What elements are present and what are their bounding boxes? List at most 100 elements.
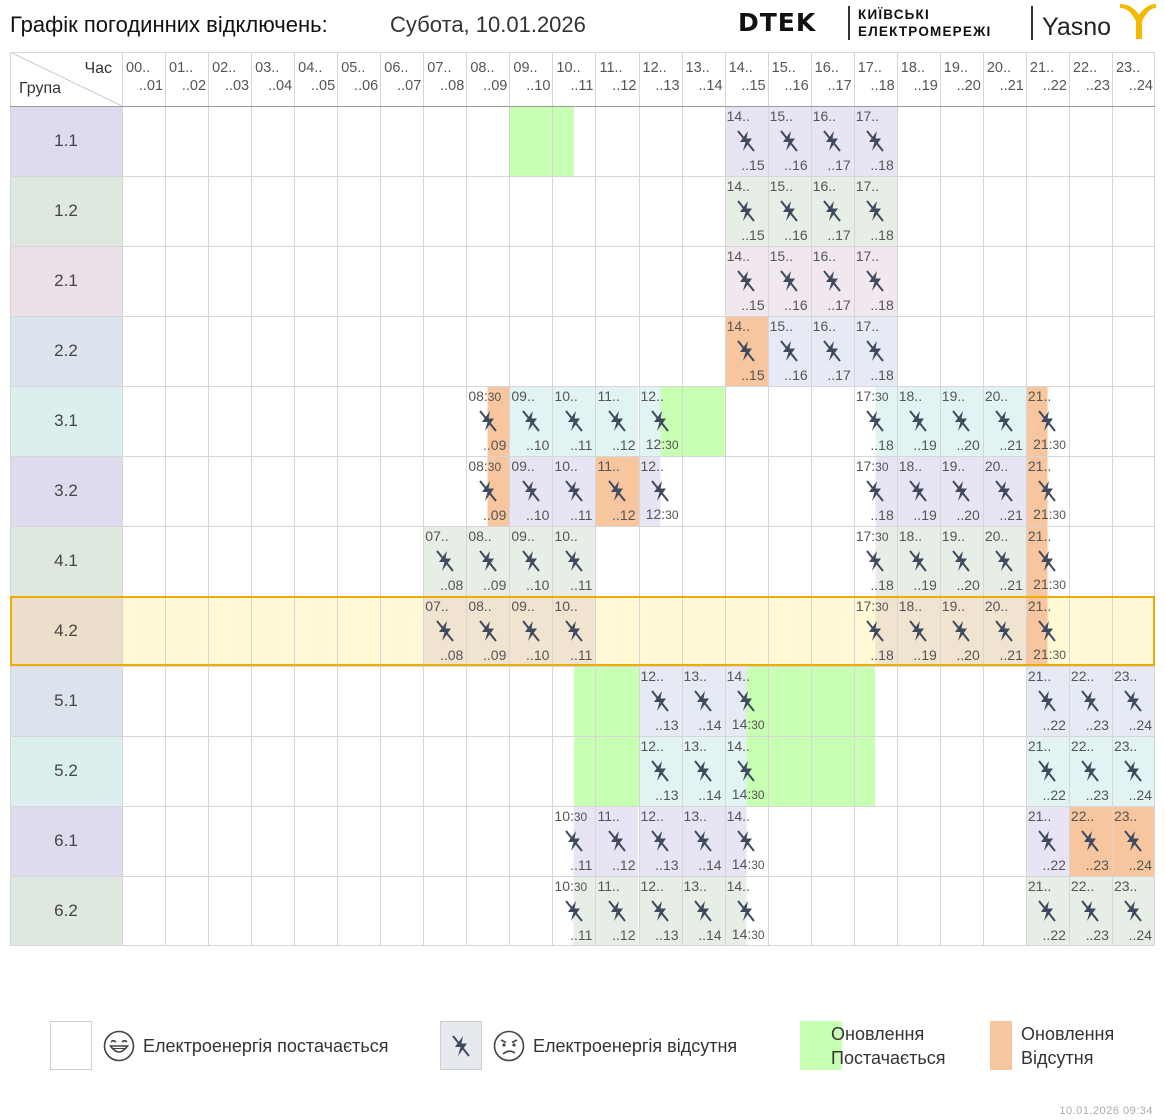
outage-cell[interactable]: 15.. ..16 [767,246,811,316]
outage-cell[interactable]: 10:30 ..11 [552,876,596,946]
outage-cell[interactable]: 10.. ..11 [552,526,596,596]
group-label[interactable]: 2.2 [10,316,122,386]
outage-cell[interactable]: 14.. ..15 [724,106,768,176]
outage-cell[interactable]: 11.. ..12 [595,806,639,876]
outage-end-time: ..11 [570,857,593,873]
outage-cell[interactable]: 17.. ..18 [853,106,897,176]
outage-cell[interactable]: 17:30 ..18 [853,596,897,666]
outage-cell[interactable]: 07.. ..08 [423,596,467,666]
outage-cell[interactable]: 17.. ..18 [853,246,897,316]
group-label[interactable]: 3.1 [10,386,122,456]
outage-cell[interactable]: 18.. ..19 [896,386,940,456]
group-label[interactable]: 5.2 [10,736,122,806]
outage-cell[interactable]: 21.. 21:30 [1025,526,1069,596]
outage-cell[interactable]: 21.. ..22 [1025,666,1069,736]
outage-cell[interactable]: 16.. ..17 [810,246,854,316]
outage-cell[interactable]: 10.. ..11 [552,596,596,666]
outage-cell[interactable]: 21.. ..22 [1025,806,1069,876]
outage-cell[interactable]: 18.. ..19 [896,456,940,526]
outage-cell[interactable]: 17:30 ..18 [853,386,897,456]
group-label[interactable]: 6.1 [10,806,122,876]
group-label[interactable]: 6.2 [10,876,122,946]
outage-cell[interactable]: 19.. ..20 [939,386,983,456]
outage-cell[interactable]: 08:30 ..09 [466,456,510,526]
outage-cell[interactable]: 07.. ..08 [423,526,467,596]
outage-cell[interactable]: 22.. ..23 [1068,876,1112,946]
outage-cell[interactable]: 23.. ..24 [1111,806,1155,876]
group-label[interactable]: 2.1 [10,246,122,316]
outage-cell[interactable]: 09.. ..10 [509,456,553,526]
outage-cell[interactable]: 10.. ..11 [552,456,596,526]
outage-cell[interactable]: 11.. ..12 [595,876,639,946]
outage-cell[interactable]: 08.. ..09 [466,596,510,666]
outage-cell[interactable]: 14.. ..15 [724,246,768,316]
outage-cell[interactable]: 18.. ..19 [896,596,940,666]
outage-cell[interactable]: 16.. ..17 [810,176,854,246]
outage-cell[interactable]: 16.. ..17 [810,316,854,386]
outage-cell[interactable]: 10.. ..11 [552,386,596,456]
outage-cell[interactable]: 13.. ..14 [681,876,725,946]
outage-cell[interactable]: 19.. ..20 [939,526,983,596]
outage-cell[interactable]: 17:30 ..18 [853,456,897,526]
outage-cell[interactable]: 09.. ..10 [509,526,553,596]
outage-cell[interactable]: 12.. ..13 [638,736,682,806]
outage-cell[interactable]: 17:30 ..18 [853,526,897,596]
group-label[interactable]: 3.2 [10,456,122,526]
outage-cell[interactable]: 10:30 ..11 [552,806,596,876]
outage-cell[interactable]: 21.. 21:30 [1025,386,1069,456]
outage-cell[interactable]: 13.. ..14 [681,806,725,876]
outage-cell[interactable]: 14.. 14:30 [724,876,768,946]
outage-cell[interactable]: 13.. ..14 [681,736,725,806]
outage-cell[interactable]: 15.. ..16 [767,106,811,176]
outage-cell[interactable]: 14.. 14:30 [724,736,768,806]
group-label[interactable]: 5.1 [10,666,122,736]
outage-cell[interactable]: 08.. ..09 [466,526,510,596]
outage-cell[interactable]: 12.. 12:30 [638,386,682,456]
outage-cell[interactable]: 08:30 ..09 [466,386,510,456]
outage-cell[interactable]: 14.. ..15 [724,316,768,386]
outage-start-time: 20.. [984,528,1009,544]
outage-cell[interactable]: 14.. 14:30 [724,666,768,736]
outage-cell[interactable]: 19.. ..20 [939,456,983,526]
outage-end-time: ..19 [913,647,937,663]
outage-cell[interactable]: 23.. ..24 [1111,736,1155,806]
outage-cell[interactable]: 12.. ..13 [638,666,682,736]
outage-cell[interactable]: 12.. ..13 [638,806,682,876]
outage-cell[interactable]: 23.. ..24 [1111,876,1155,946]
outage-cell[interactable]: 22.. ..23 [1068,806,1112,876]
outage-cell[interactable]: 19.. ..20 [939,596,983,666]
outage-cell[interactable]: 23.. ..24 [1111,666,1155,736]
group-label[interactable]: 4.2 [10,596,122,666]
outage-cell[interactable]: 09.. ..10 [509,386,553,456]
hour-header-start: 20.. [986,60,1012,76]
outage-cell[interactable]: 15.. ..16 [767,316,811,386]
outage-cell[interactable]: 22.. ..23 [1068,736,1112,806]
outage-cell[interactable]: 20.. ..21 [982,526,1026,596]
outage-cell[interactable]: 18.. ..19 [896,526,940,596]
group-label[interactable]: 1.1 [10,106,122,176]
outage-cell[interactable]: 22.. ..23 [1068,666,1112,736]
outage-cell[interactable]: 14.. 14:30 [724,806,768,876]
outage-cell[interactable]: 21.. 21:30 [1025,456,1069,526]
outage-cell[interactable]: 20.. ..21 [982,596,1026,666]
crossed-lightning-icon [1081,830,1100,852]
outage-cell[interactable]: 17.. ..18 [853,316,897,386]
outage-end-time: ..22 [1042,857,1066,873]
outage-cell[interactable]: 20.. ..21 [982,456,1026,526]
outage-cell[interactable]: 15.. ..16 [767,176,811,246]
outage-cell[interactable]: 21.. 21:30 [1025,596,1069,666]
outage-cell[interactable]: 21.. ..22 [1025,736,1069,806]
outage-cell[interactable]: 16.. ..17 [810,106,854,176]
outage-cell[interactable]: 14.. ..15 [724,176,768,246]
outage-cell[interactable]: 09.. ..10 [509,596,553,666]
outage-cell[interactable]: 21.. ..22 [1025,876,1069,946]
outage-cell[interactable]: 11.. ..12 [595,456,639,526]
outage-cell[interactable]: 13.. ..14 [681,666,725,736]
outage-cell[interactable]: 11.. ..12 [595,386,639,456]
outage-cell[interactable]: 12.. 12:30 [638,456,682,526]
outage-cell[interactable]: 20.. ..21 [982,386,1026,456]
outage-cell[interactable]: 12.. ..13 [638,876,682,946]
outage-cell[interactable]: 17.. ..18 [853,176,897,246]
group-label[interactable]: 4.1 [10,526,122,596]
group-label[interactable]: 1.2 [10,176,122,246]
